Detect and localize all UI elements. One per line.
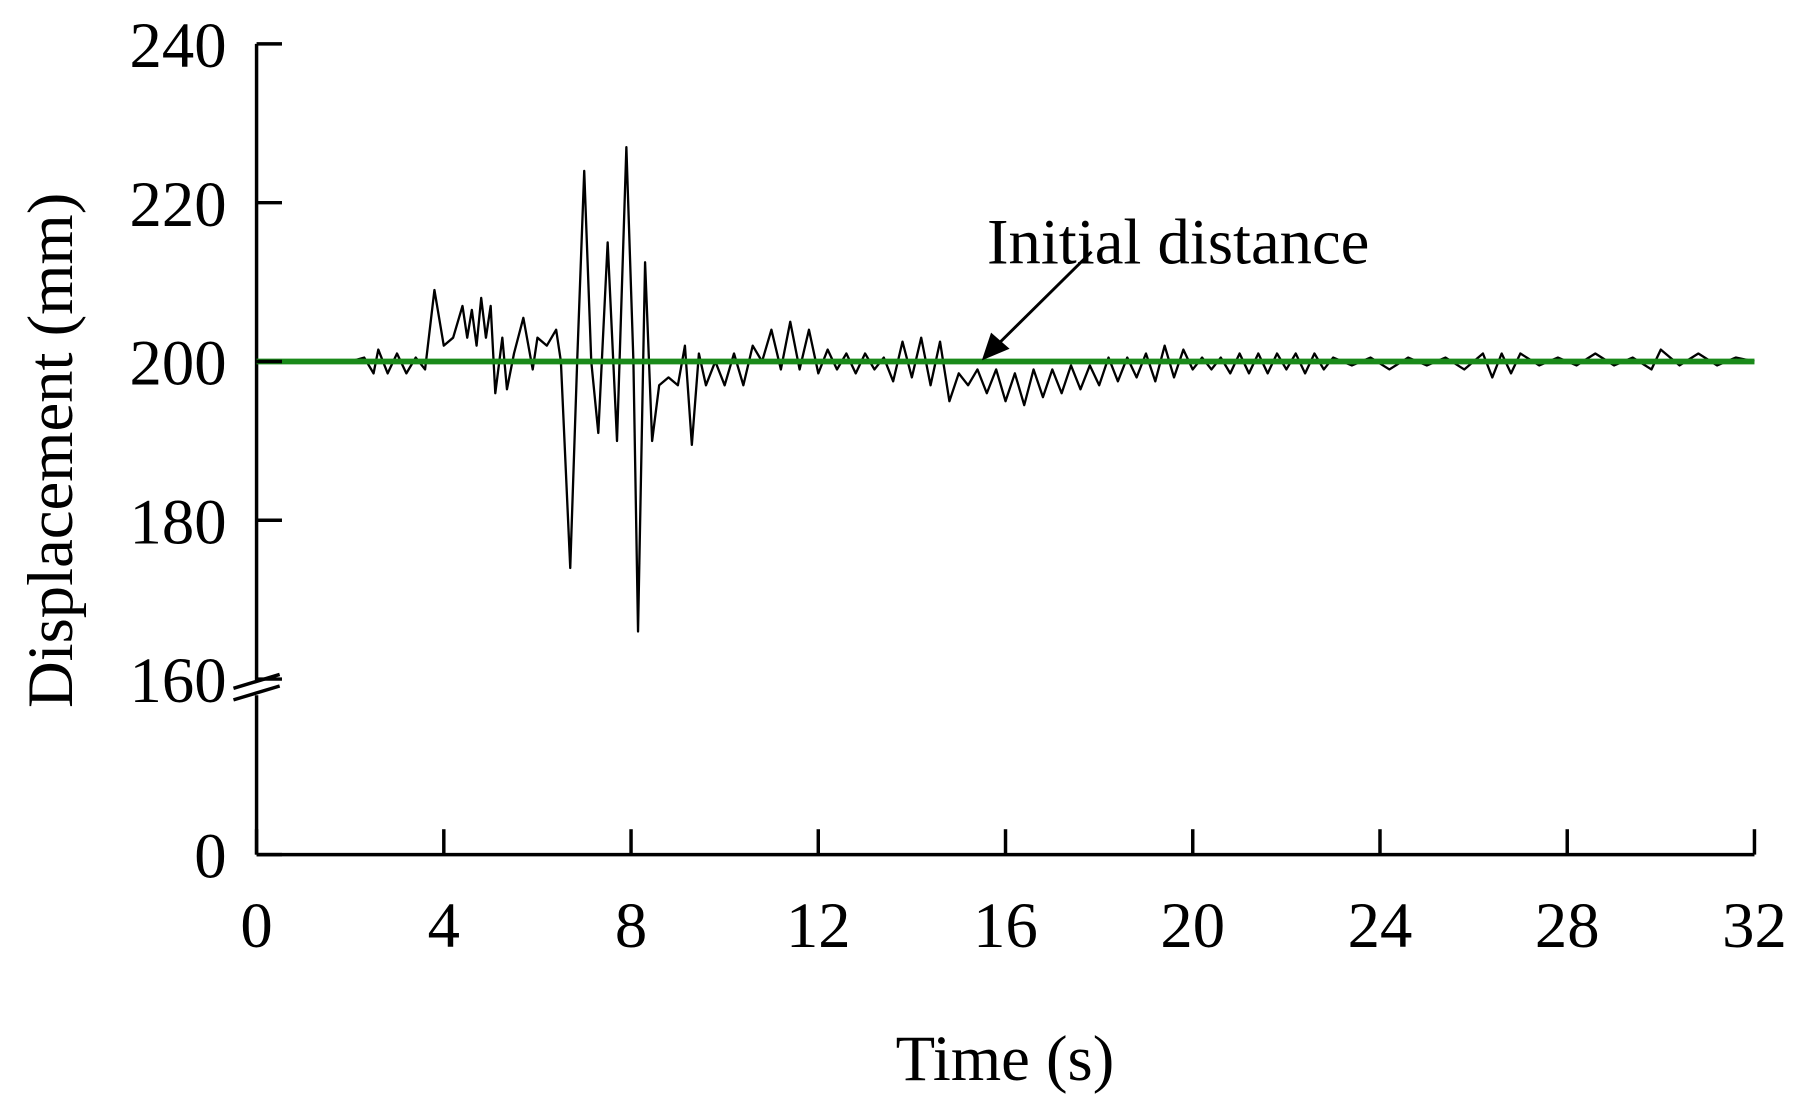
y-tick-label: 180: [130, 485, 227, 557]
y-tick-label: 220: [130, 168, 227, 240]
x-tick-label: 28: [1535, 889, 1600, 961]
annotation: Initial distance: [987, 205, 1369, 277]
y-tick-label: 0: [194, 820, 226, 892]
x-tick-label: 12: [786, 889, 851, 961]
arrow-head: [981, 332, 1010, 361]
x-tick-label: 0: [240, 889, 272, 961]
x-tick-label: 24: [1348, 889, 1413, 961]
x-tick-label: 8: [615, 889, 647, 961]
x-tick-label: 32: [1722, 889, 1787, 961]
y-axis-title: Displacement (mm): [14, 193, 86, 708]
x-tick-label: 20: [1160, 889, 1225, 961]
annotation-arrow: [994, 250, 1093, 348]
x-tick-label: 16: [973, 889, 1038, 961]
axis-break: [232, 672, 281, 690]
axis-break: [232, 684, 281, 702]
x-tick-label: 4: [428, 889, 460, 961]
y-tick-label: 200: [130, 327, 227, 399]
x-axis-title: Time (s): [896, 1022, 1115, 1094]
y-tick-label: 240: [130, 9, 227, 81]
y-tick-label: 160: [130, 644, 227, 716]
